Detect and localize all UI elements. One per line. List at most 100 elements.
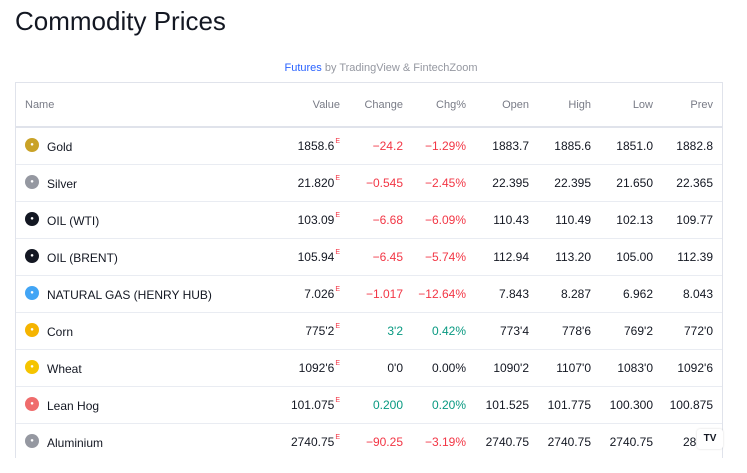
chg-percent-cell: 0.42% <box>403 312 466 350</box>
commodity-table: Name Value Change Chg% Open High Low Pre… <box>16 83 722 458</box>
wheat-icon: ● <box>25 360 39 375</box>
table-row[interactable]: ● Gold 1858.6E −24.2 −1.29% 1883.7 1885.6 1851.… <box>16 127 722 165</box>
table-row[interactable]: ● OIL (BRENT) 105.94E −6.45 −5.74% 112.94 113.… <box>16 238 722 276</box>
chg-percent-cell: −6.09% <box>403 201 466 239</box>
header-open[interactable]: Open <box>466 83 529 128</box>
symbol-name-cell[interactable]: ● Lean Hog <box>16 386 265 424</box>
header-name[interactable]: Name <box>16 83 265 128</box>
delay-marker: E <box>335 360 340 367</box>
symbol-name-cell[interactable]: ● Gold <box>16 127 265 165</box>
attribution-text: by TradingView & FintechZoom <box>324 62 478 74</box>
change-cell: −6.68 <box>340 201 403 239</box>
symbol-name[interactable]: Corn <box>47 324 74 339</box>
table-row[interactable]: ● Lean Hog 101.075E 0.200 0.20% 101.525 101.77… <box>16 386 722 424</box>
change-cell: −24.2 <box>340 127 403 165</box>
table-row[interactable]: ● OIL (WTI) 103.09E −6.68 −6.09% 110.43 110.49… <box>16 201 722 239</box>
open-cell: 112.94 <box>466 238 529 276</box>
symbol-name[interactable]: OIL (BRENT) <box>47 250 118 265</box>
symbol-name[interactable]: OIL (WTI) <box>47 213 100 228</box>
chg-percent-cell: −1.29% <box>403 127 466 165</box>
prev-cell: 8.043 <box>653 275 722 313</box>
prev-cell: 109.77 <box>653 201 722 239</box>
change-cell: −90.25 <box>340 423 403 458</box>
symbol-name[interactable]: Gold <box>47 139 73 154</box>
value-text: 101.075 <box>290 398 335 412</box>
symbol-name-cell[interactable]: ● OIL (WTI) <box>16 201 265 239</box>
header-chg-percent[interactable]: Chg% <box>403 83 466 128</box>
symbol-name-cell[interactable]: ● Wheat <box>16 349 265 387</box>
value-cell: 101.075E <box>265 386 340 424</box>
symbol-name-cell[interactable]: ● Silver <box>16 164 265 202</box>
value-text: 775'2 <box>305 324 335 338</box>
pig-icon: ● <box>25 397 39 412</box>
silver-bars-icon: ● <box>25 175 39 190</box>
value-cell: 105.94E <box>265 238 340 276</box>
prev-cell: 772'0 <box>653 312 722 350</box>
symbol-name-cell[interactable]: ● NATURAL GAS (HENRY HUB) <box>16 275 265 313</box>
high-cell: 1107'0 <box>529 349 591 387</box>
symbol-name[interactable]: Aluminium <box>47 435 104 450</box>
commodity-table-widget: Name Value Change Chg% Open High Low Pre… <box>15 82 723 458</box>
low-cell: 102.13 <box>591 201 653 239</box>
chg-percent-cell: −2.45% <box>403 164 466 202</box>
symbol-name[interactable]: Wheat <box>47 361 82 376</box>
value-text: 2740.75 <box>290 435 335 449</box>
aluminium-icon: ● <box>25 434 39 449</box>
header-prev[interactable]: Prev <box>653 83 722 128</box>
open-cell: 22.395 <box>466 164 529 202</box>
prev-cell: 22.365 <box>653 164 722 202</box>
gold-bars-icon: ● <box>25 138 39 153</box>
high-cell: 110.49 <box>529 201 591 239</box>
header-low[interactable]: Low <box>591 83 653 128</box>
delay-marker: E <box>335 212 340 219</box>
value-cell: 7.026E <box>265 275 340 313</box>
low-cell: 1083'0 <box>591 349 653 387</box>
value-text: 1858.6 <box>297 139 335 153</box>
delay-marker: E <box>335 323 340 330</box>
header-change[interactable]: Change <box>340 83 403 128</box>
delay-marker: E <box>335 286 340 293</box>
open-cell: 7.843 <box>466 275 529 313</box>
oil-drop-icon: ● <box>25 249 39 264</box>
symbol-name[interactable]: NATURAL GAS (HENRY HUB) <box>47 287 212 302</box>
open-cell: 1090'2 <box>466 349 529 387</box>
header-high[interactable]: High <box>529 83 591 128</box>
prev-cell: 1092'6 <box>653 349 722 387</box>
flame-icon: ● <box>25 286 39 301</box>
open-cell: 773'4 <box>466 312 529 350</box>
corn-icon: ● <box>25 323 39 338</box>
value-cell: 775'2E <box>265 312 340 350</box>
high-cell: 22.395 <box>529 164 591 202</box>
change-cell: 3'2 <box>340 312 403 350</box>
high-cell: 2740.75 <box>529 423 591 458</box>
symbol-name[interactable]: Lean Hog <box>47 398 100 413</box>
table-row[interactable]: ● Corn 775'2E 3'2 0.42% 773'4 778'6 769'2 772'0 <box>16 312 722 350</box>
delay-marker: E <box>335 397 340 404</box>
table-row[interactable]: ● NATURAL GAS (HENRY HUB) 7.026E −1.017 −12.… <box>16 275 722 313</box>
high-cell: 8.287 <box>529 275 591 313</box>
tradingview-logo-icon[interactable]: TV <box>697 429 723 449</box>
change-cell: −0.545 <box>340 164 403 202</box>
value-text: 21.820 <box>297 176 335 190</box>
low-cell: 769'2 <box>591 312 653 350</box>
futures-link[interactable]: Futures <box>284 62 322 74</box>
low-cell: 1851.0 <box>591 127 653 165</box>
high-cell: 113.20 <box>529 238 591 276</box>
symbol-name[interactable]: Silver <box>47 176 78 191</box>
symbol-name-cell[interactable]: ● Corn <box>16 312 265 350</box>
table-row[interactable]: ● Silver 21.820E −0.545 −2.45% 22.395 22.395 21… <box>16 164 722 202</box>
value-text: 7.026 <box>304 287 335 301</box>
low-cell: 100.300 <box>591 386 653 424</box>
change-cell: −1.017 <box>340 275 403 313</box>
symbol-name-cell[interactable]: ● Aluminium <box>16 423 265 458</box>
header-value[interactable]: Value <box>265 83 340 128</box>
table-row[interactable]: ● Aluminium 2740.75E −90.25 −3.19% 2740.75 274… <box>16 423 722 458</box>
low-cell: 6.962 <box>591 275 653 313</box>
high-cell: 1885.6 <box>529 127 591 165</box>
change-cell: −6.45 <box>340 238 403 276</box>
value-text: 1092'6 <box>298 361 335 375</box>
symbol-name-cell[interactable]: ● OIL (BRENT) <box>16 238 265 276</box>
table-row[interactable]: ● Wheat 1092'6E 0'0 0.00% 1090'2 1107'0 1083'0 1… <box>16 349 722 387</box>
value-text: 103.09 <box>297 213 335 227</box>
table-header-row: Name Value Change Chg% Open High Low Pre… <box>16 83 722 128</box>
